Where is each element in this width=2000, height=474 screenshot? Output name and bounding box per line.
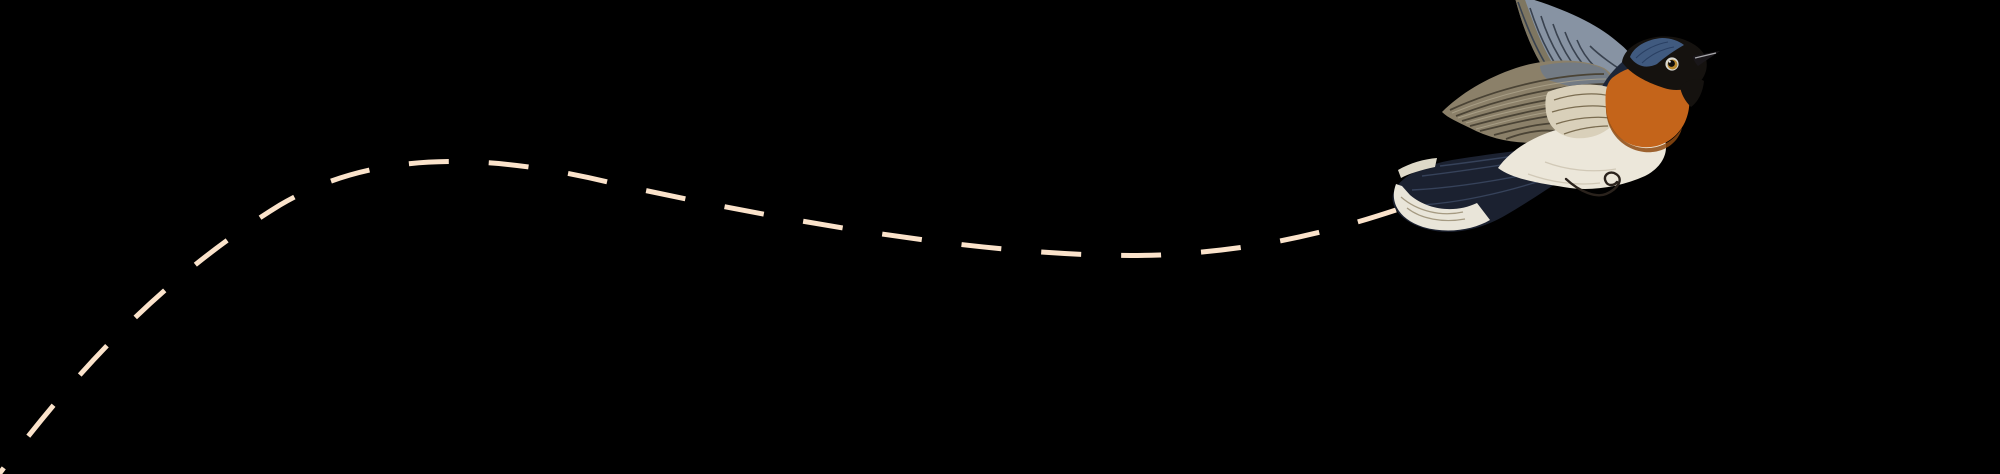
bird-belly-shadow-lines: [1527, 161, 1617, 185]
flying-swallow-illustration-icon: [1392, 0, 1720, 232]
bird-eye-glint: [1668, 60, 1671, 63]
bird-tail-white-tip-lines: [1400, 196, 1466, 222]
bird-beak-highlight: [1694, 52, 1717, 59]
bird-foot: [1564, 171, 1621, 197]
bird-chin: [1680, 78, 1704, 107]
bird-beak: [1693, 51, 1720, 66]
bird-tail-white-sliver: [1398, 158, 1437, 178]
bird-scapulars: [1545, 84, 1622, 139]
bird-crown-streaks: [1635, 41, 1675, 64]
bird-far-wing-leading-edge: [1515, 0, 1559, 80]
dashed-flight-path-icon: [0, 159, 1403, 474]
bird-tail-white-tips: [1393, 184, 1490, 231]
